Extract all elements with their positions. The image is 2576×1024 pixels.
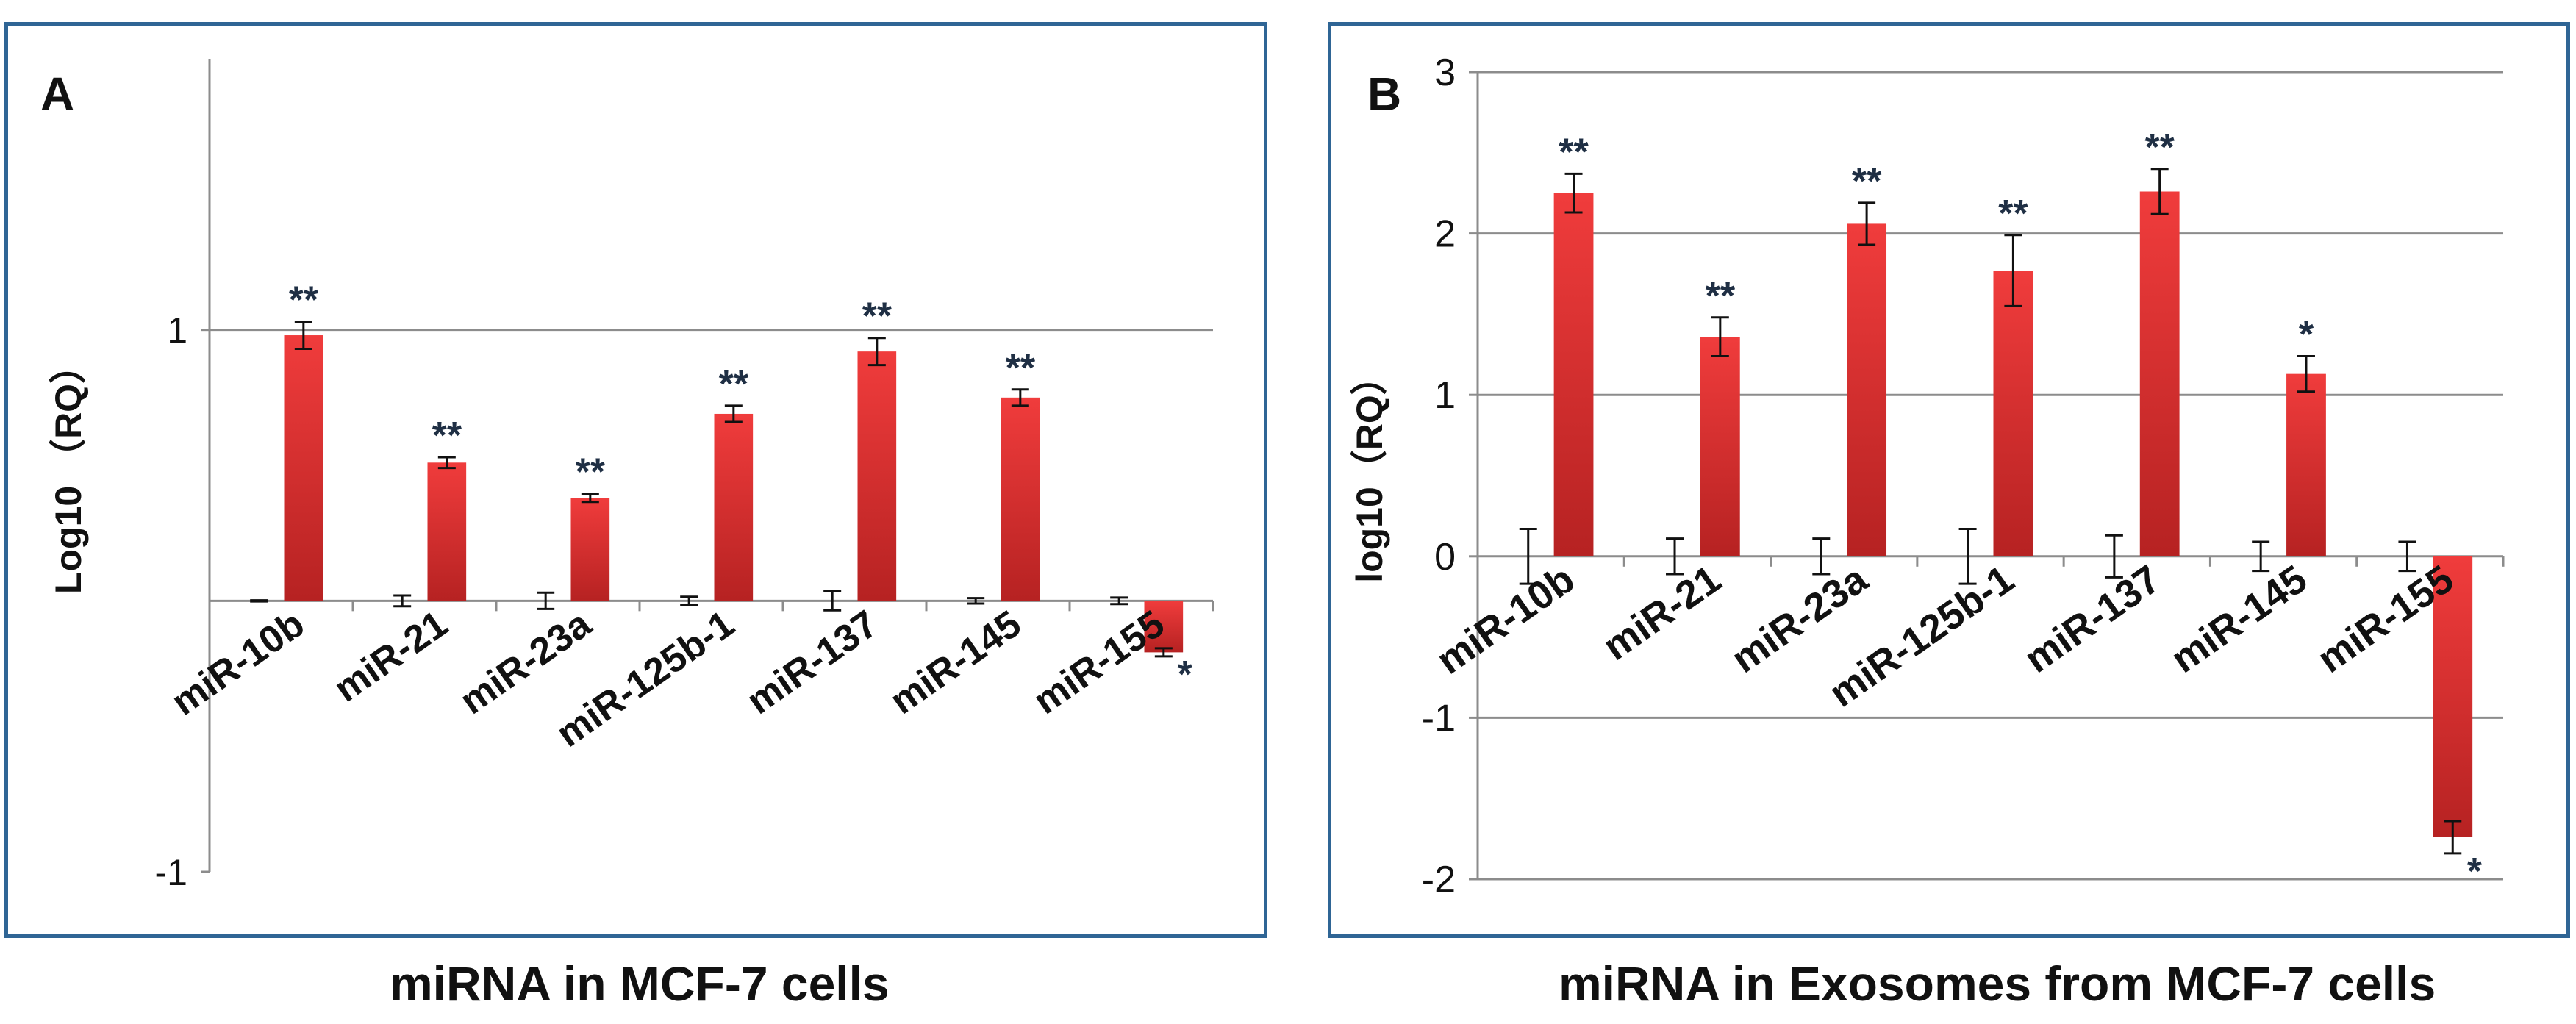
significance-marker: * xyxy=(2299,313,2314,356)
x-tick-label: miR-145 xyxy=(2163,556,2315,681)
panel-b-frame xyxy=(1328,22,2570,938)
panel-a-caption: miRNA in MCF-7 cells xyxy=(390,956,890,1011)
x-tick-label: miR-137 xyxy=(739,603,885,723)
panel-letter: A xyxy=(40,68,74,121)
y-tick-label: -2 xyxy=(1422,859,1456,901)
bar xyxy=(2139,191,2180,556)
significance-marker: ** xyxy=(1559,131,1589,173)
y-tick-label: 1 xyxy=(1434,374,1456,417)
y-axis-label: log10（RQ） xyxy=(1349,358,1390,583)
significance-marker: ** xyxy=(576,451,606,494)
bar xyxy=(714,413,754,601)
y-tick-label: 3 xyxy=(1434,51,1456,94)
significance-marker: ** xyxy=(862,296,892,338)
y-tick-label: 2 xyxy=(1434,213,1456,256)
x-tick-label: miR-10b xyxy=(164,603,312,724)
y-tick-label: 0 xyxy=(1434,536,1456,579)
y-tick-label: 1 xyxy=(167,310,187,351)
x-tick-label: miR-137 xyxy=(2017,556,2169,681)
bar xyxy=(284,335,323,601)
bar xyxy=(2433,556,2473,837)
significance-marker: * xyxy=(2467,851,2483,893)
bar xyxy=(1553,193,1594,556)
significance-marker: ** xyxy=(1998,193,2028,235)
significance-marker: * xyxy=(1178,654,1193,696)
bar xyxy=(1993,271,2033,556)
bar xyxy=(857,351,897,601)
significance-marker: ** xyxy=(1006,347,1036,390)
bar xyxy=(2286,373,2326,556)
bar xyxy=(1847,223,1887,556)
panel-a-frame xyxy=(4,22,1267,938)
y-tick-label: -1 xyxy=(1422,697,1456,740)
x-tick-label: miR-155 xyxy=(1026,603,1172,723)
bar xyxy=(427,462,467,601)
panel-b-caption: miRNA in Exosomes from MCF-7 cells xyxy=(1559,956,2436,1011)
significance-marker: ** xyxy=(1852,160,1882,203)
significance-marker: ** xyxy=(289,279,319,322)
x-tick-label: miR-21 xyxy=(326,603,455,711)
y-tick-label: -1 xyxy=(155,852,187,893)
significance-marker: ** xyxy=(1706,275,1736,318)
panel-letter: B xyxy=(1367,68,1401,121)
significance-marker: ** xyxy=(432,415,462,457)
bar xyxy=(1700,337,1740,556)
x-tick-label: miR-145 xyxy=(882,603,1028,723)
significance-marker: ** xyxy=(719,363,749,406)
panel-b-chart: B-2-10123log10（RQ）**miR-10b**miR-21**miR… xyxy=(1349,51,2505,901)
bar xyxy=(1144,601,1184,653)
significance-marker: ** xyxy=(2144,126,2175,169)
y-axis-label: Log10 （RQ） xyxy=(48,347,89,594)
x-tick-label: miR-21 xyxy=(1595,556,1729,668)
bar xyxy=(570,498,610,601)
bar xyxy=(1001,397,1040,601)
